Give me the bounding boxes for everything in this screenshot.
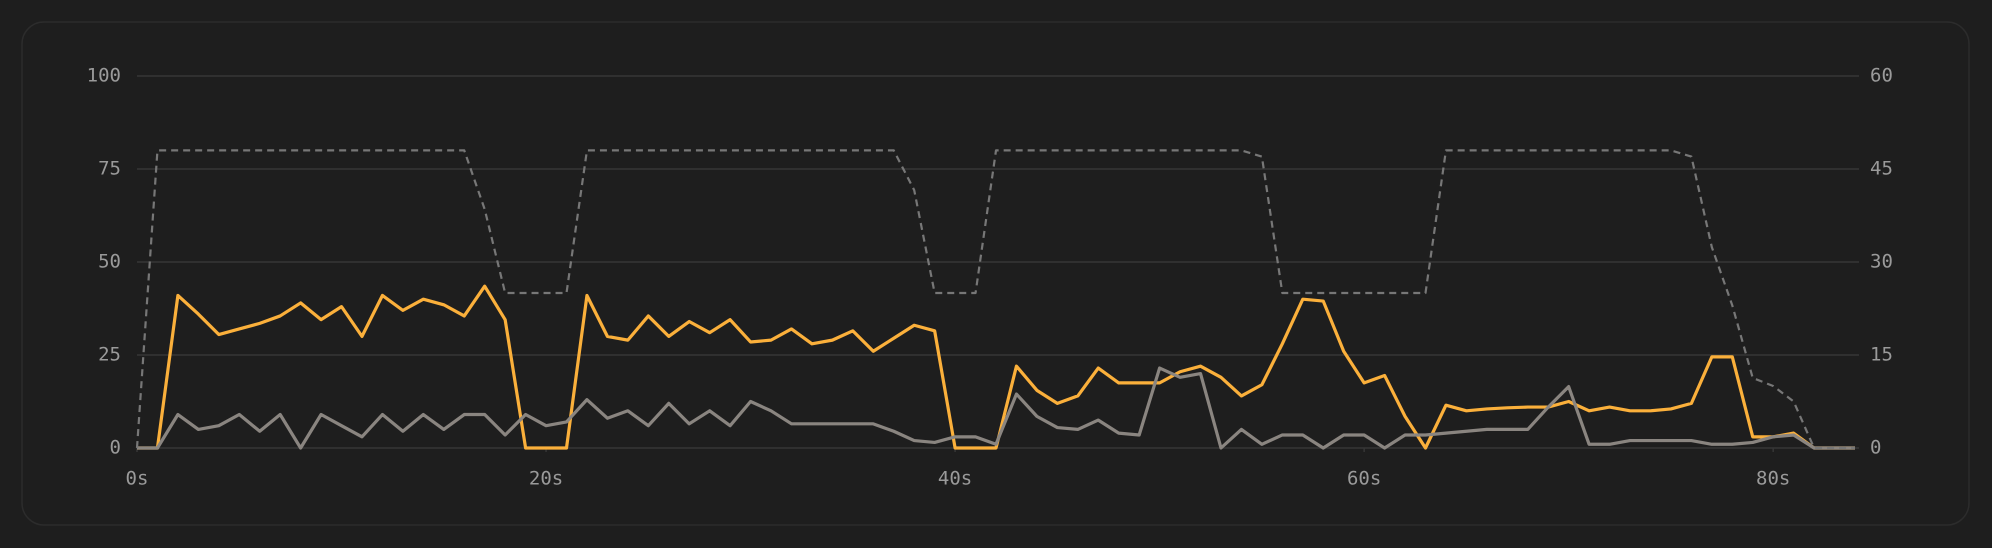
y-tick-label: 75	[98, 158, 121, 180]
y2-tick-label: 15	[1870, 344, 1893, 366]
series-line	[137, 366, 1855, 450]
x-tick-label: 20s	[529, 468, 563, 490]
y-tick-label: 50	[98, 251, 121, 273]
panel	[21, 21, 1970, 526]
series-line	[135, 149, 1855, 450]
y2-tick-label: 60	[1870, 65, 1893, 87]
series-line	[137, 284, 1855, 450]
x-tick-label: 60s	[1347, 468, 1381, 490]
y-tick-label: 25	[98, 344, 121, 366]
y-tick-label: 100	[87, 65, 121, 87]
y2-tick-label: 45	[1870, 158, 1893, 180]
y2-tick-label: 0	[1870, 437, 1881, 459]
x-tick-label: 0s	[126, 468, 149, 490]
y2-tick-label: 30	[1870, 251, 1893, 273]
x-tick-label: 80s	[1756, 468, 1790, 490]
y-tick-label: 0	[110, 437, 121, 459]
x-tick-label: 40s	[938, 468, 972, 490]
